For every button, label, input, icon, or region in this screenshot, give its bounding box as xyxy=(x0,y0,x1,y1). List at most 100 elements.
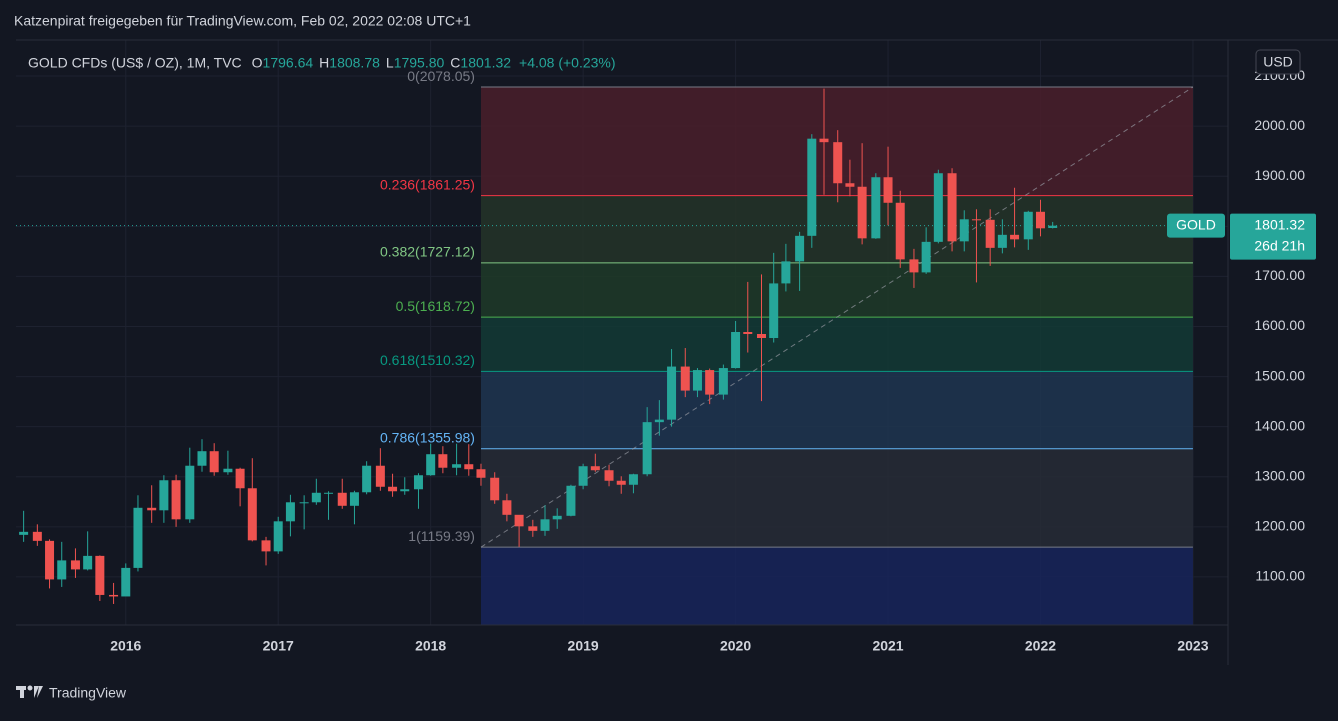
candle-body xyxy=(705,370,715,395)
candle-body xyxy=(464,464,474,470)
candle-body xyxy=(1010,234,1020,240)
candle-body xyxy=(32,531,42,541)
legend-value: 1795.80 xyxy=(394,55,445,71)
candle-body xyxy=(654,419,664,423)
candle-body xyxy=(540,519,550,531)
x-tick-label: 2023 xyxy=(1177,638,1208,654)
x-tick-label: 2017 xyxy=(263,638,294,654)
plot: 0(2078.05) 0.236(1861.25) 0.382(1727.12) 0.… xyxy=(16,40,1228,625)
candle-body xyxy=(718,368,728,395)
candle-body xyxy=(604,470,614,481)
candle-body xyxy=(743,331,753,335)
candle-body xyxy=(502,500,512,515)
candle-body xyxy=(769,283,779,339)
symbol-label: GOLD xyxy=(1176,216,1216,232)
logo xyxy=(16,685,43,698)
candle-body xyxy=(197,451,207,466)
y-tick-label: 1300.00 xyxy=(1254,467,1305,483)
footer-brand: TradingView xyxy=(49,685,127,701)
candle-body xyxy=(57,560,67,580)
legend-value: 1808.78 xyxy=(329,55,380,71)
x-tick-label: 2016 xyxy=(110,638,141,654)
y-tick-label: 1700.00 xyxy=(1254,267,1305,283)
candle-body xyxy=(388,486,398,492)
fib-label: 0(2078.05) xyxy=(407,68,475,84)
candle-body xyxy=(883,177,893,203)
candle-body xyxy=(642,422,652,475)
legend-title: GOLD CFDs (US$ / OZ), 1M, TVC xyxy=(28,55,242,71)
legend-key: L xyxy=(386,55,394,71)
candle-body xyxy=(756,334,766,339)
x-tick-label: 2021 xyxy=(872,638,903,654)
fib-zone xyxy=(480,547,1193,625)
header: Katzenpirat freigegeben für TradingView.… xyxy=(14,13,471,29)
x-tick-label: 2022 xyxy=(1025,638,1056,654)
candle-body xyxy=(490,477,500,501)
x-tick-label: 2019 xyxy=(568,638,599,654)
price-label: 1801.32 xyxy=(1254,216,1305,232)
candle-body xyxy=(159,480,169,511)
x-tick-label: 2018 xyxy=(415,638,446,654)
candle-body xyxy=(578,466,588,486)
candle-body xyxy=(362,465,372,493)
legend-change: +4.08 (+0.23%) xyxy=(519,55,616,71)
y-tick-label: 1500.00 xyxy=(1254,367,1305,383)
y-tick-label: 1400.00 xyxy=(1254,417,1305,433)
y-tick-label: 1100.00 xyxy=(1255,568,1305,584)
symbol-tag xyxy=(1167,213,1225,238)
candle-body xyxy=(566,485,576,516)
fib-label: 0.786(1355.98) xyxy=(380,429,475,445)
fib-zone xyxy=(480,195,1193,263)
candle-body xyxy=(871,177,881,239)
candle-body xyxy=(857,186,867,239)
candle-body xyxy=(909,259,919,273)
candle-body xyxy=(235,468,245,489)
candle-body xyxy=(807,138,817,236)
candle-body xyxy=(833,142,843,184)
fib-zone xyxy=(480,448,1193,548)
candle-body xyxy=(590,466,600,471)
y-tick-label: 1900.00 xyxy=(1254,167,1305,183)
candle-body xyxy=(133,507,143,568)
legend-value: 1801.32 xyxy=(460,55,511,71)
candle-body xyxy=(285,502,295,522)
candle-body xyxy=(819,138,829,143)
candle-body xyxy=(1023,211,1033,240)
candle-body xyxy=(209,451,219,473)
fib-zone xyxy=(480,317,1193,372)
y-tick-label: 1600.00 xyxy=(1254,317,1305,333)
candle-body xyxy=(971,219,981,221)
candle-body xyxy=(947,173,957,242)
fib-label: 0.5(1618.72) xyxy=(396,298,475,314)
fib-label: 0.236(1861.25) xyxy=(380,176,475,192)
fib-zone xyxy=(480,371,1193,449)
legend-key: H xyxy=(319,55,329,71)
candle-body xyxy=(337,492,347,506)
candle-body xyxy=(528,526,538,531)
candle-body xyxy=(985,219,995,248)
candle-body xyxy=(692,370,702,391)
candle-body xyxy=(921,241,931,273)
countdown-label: 26d 21h xyxy=(1254,237,1305,253)
candle-body xyxy=(628,474,638,485)
candle-body xyxy=(83,555,93,570)
candle-body xyxy=(680,366,690,391)
fib-label: 1(1159.39) xyxy=(408,528,475,544)
candle-body xyxy=(1048,225,1058,229)
candle-body xyxy=(147,507,157,511)
candle-body xyxy=(109,594,119,597)
candle-body xyxy=(375,465,385,487)
candle-body xyxy=(845,183,855,187)
candle-body xyxy=(19,531,29,535)
candle-body xyxy=(400,489,410,492)
candle-body xyxy=(616,480,626,485)
fib-zone xyxy=(480,262,1193,318)
candle-body xyxy=(997,234,1007,248)
candle-body xyxy=(452,464,462,468)
candle-body xyxy=(45,540,55,580)
price-tag xyxy=(1230,213,1316,260)
candle-body xyxy=(311,492,321,503)
candle-body xyxy=(349,492,359,506)
candle-body xyxy=(959,219,969,242)
